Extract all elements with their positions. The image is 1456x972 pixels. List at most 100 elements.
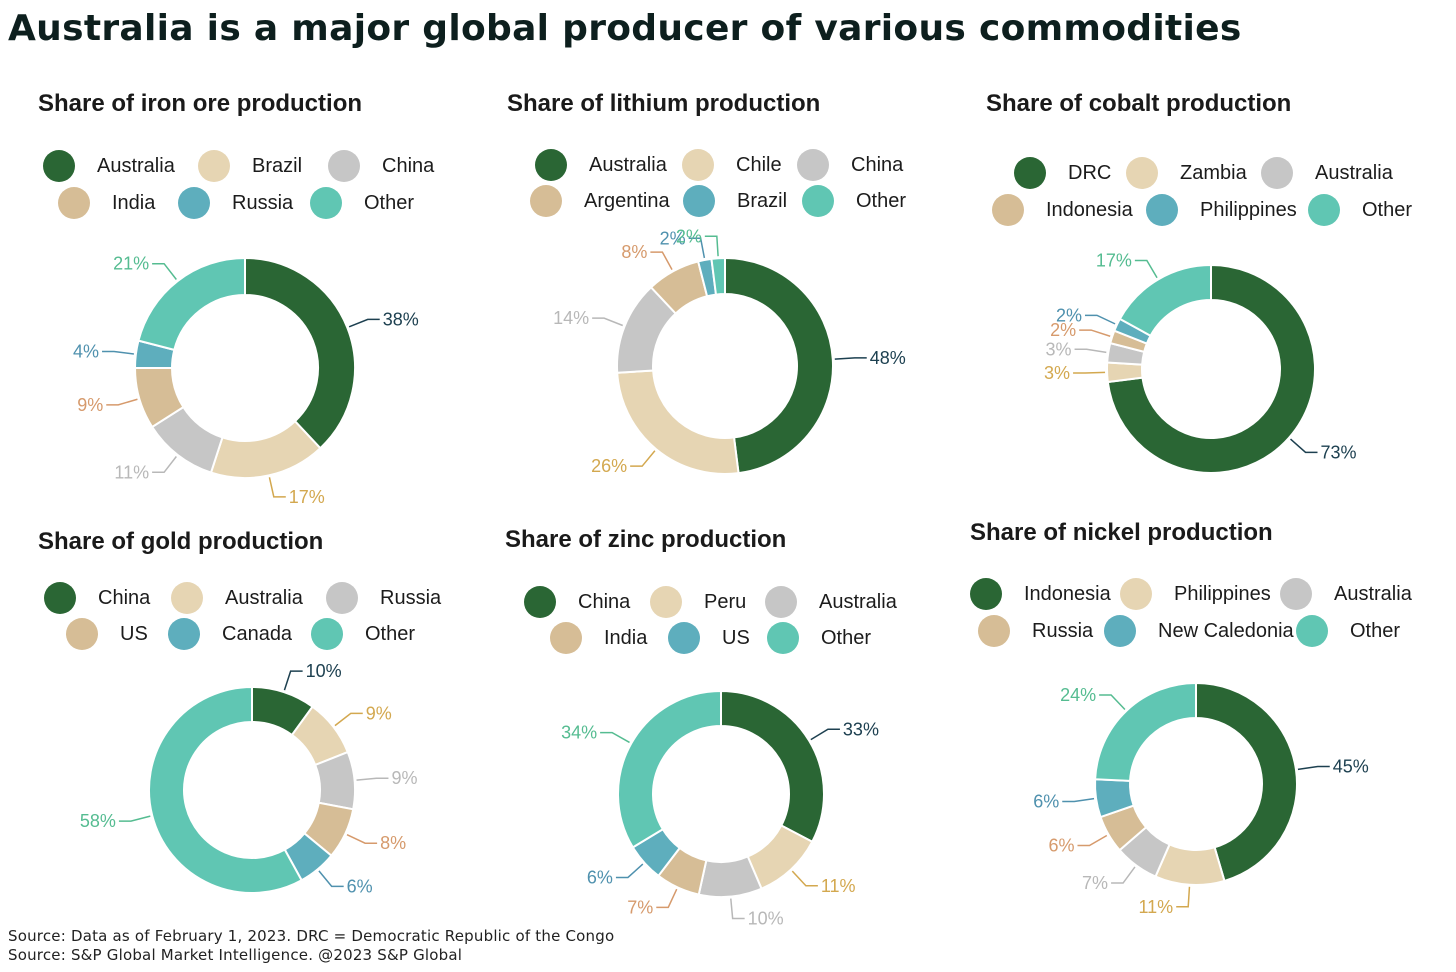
legend-label: China: [382, 154, 435, 177]
legend-label: Australia: [1315, 161, 1393, 184]
legend-label: Other: [821, 626, 872, 649]
leader-line: [834, 357, 867, 360]
data-label-india: 9%: [77, 395, 103, 415]
legend-swatch: [328, 150, 360, 182]
data-label-zambia: 3%: [1044, 363, 1070, 383]
legend-label: Other: [364, 191, 415, 214]
legend-label: Other: [1362, 198, 1413, 221]
leader-line: [1084, 314, 1116, 325]
legend-item-other: Other: [1308, 192, 1412, 228]
leader-line: [1134, 259, 1158, 279]
donut-chart: 38% 17% 11% 9% 4% 21%: [73, 254, 419, 507]
legend-label: China: [98, 586, 151, 609]
legend-label: China: [851, 153, 904, 176]
donut-chart: 48% 26% 14% 8% 2%2%: [553, 226, 906, 476]
leader-line: [1077, 834, 1108, 847]
legend-item-australia: Australia: [43, 148, 175, 184]
data-label-indonesia: 2%: [1050, 320, 1076, 340]
legend-item-chile: Chile: [682, 147, 782, 183]
leader-line: [356, 777, 389, 781]
legend-label: US: [120, 622, 148, 645]
legend-item-us: US: [66, 616, 148, 652]
legend-label: Philippines: [1200, 198, 1297, 221]
legend-item-other: Other: [1296, 613, 1400, 649]
data-label-other: 17%: [1096, 251, 1132, 271]
leader-line: [1111, 866, 1136, 884]
data-label-russia: 9%: [391, 768, 417, 788]
chart-panel-share-of-nickel-production: Share of nickel production Indonesia Phili…: [970, 519, 1440, 939]
donut-chart: 73%3%3%2%2%17%: [1044, 251, 1357, 474]
source-note-1: Source: Data as of February 1, 2023. DRC…: [8, 927, 615, 945]
donut-slice-other: [710, 256, 726, 296]
legend-item-australia: Australia: [1280, 576, 1412, 612]
donut-slice-china: [720, 689, 825, 844]
legend-item-new-caledonia: New Caledonia: [1104, 613, 1294, 649]
chart-title: Share of cobalt production: [986, 90, 1292, 117]
legend-swatch: [1120, 578, 1152, 610]
legend-swatch: [58, 187, 90, 219]
donut-slice-indonesia: [1195, 681, 1298, 883]
leader-line: [1062, 797, 1095, 803]
legend-item-philippines: Philippines: [1146, 192, 1297, 228]
legend-label: Australia: [225, 586, 303, 609]
data-label-us: 8%: [380, 833, 406, 853]
legend-swatch: [970, 578, 1002, 610]
legend-swatch: [550, 622, 582, 654]
legend-item-drc: DRC: [1014, 155, 1111, 191]
data-label-other: 58%: [80, 811, 116, 831]
data-label-other: 24%: [1060, 685, 1096, 705]
source-note-2: Source: S&P Global Market Intelligence. …: [8, 946, 463, 964]
data-label-indonesia: 45%: [1333, 756, 1369, 776]
legend-item-russia: Russia: [978, 613, 1093, 649]
leader-line: [334, 712, 363, 727]
legend-label: Zambia: [1180, 161, 1247, 184]
legend-label: Indonesia: [1046, 198, 1133, 221]
legend-swatch: [326, 582, 358, 614]
legend-label: Indonesia: [1024, 582, 1111, 605]
data-label-russia: 4%: [73, 341, 99, 361]
legend-swatch: [1280, 578, 1312, 610]
legend-swatch: [765, 586, 797, 618]
legend-swatch: [66, 618, 98, 650]
legend-label: Brazil: [252, 154, 303, 177]
data-label-china: 11%: [114, 462, 149, 482]
legend-swatch: [310, 187, 342, 219]
data-label-brazil: 2%: [660, 228, 686, 248]
chart-panel-share-of-zinc-production: Share of zinc production China Peru Austral…: [505, 526, 975, 946]
data-label-china: 14%: [553, 308, 589, 328]
legend-swatch: [978, 615, 1010, 647]
data-label-australia: 10%: [748, 908, 784, 928]
legend-label: Russia: [1032, 619, 1094, 642]
leader-line: [592, 317, 624, 327]
donut-chart: 33% 11% 10% 7% 6% 34%: [561, 689, 879, 928]
legend-item-russia: Russia: [326, 580, 441, 616]
data-label-india: 7%: [627, 897, 653, 917]
data-label-other: 34%: [561, 723, 597, 743]
legend-swatch: [1126, 157, 1158, 189]
legend-item-other: Other: [802, 183, 906, 219]
legend-swatch: [683, 185, 715, 217]
legend-swatch: [668, 622, 700, 654]
legend-label: Other: [1350, 619, 1401, 642]
data-label-australia: 7%: [1082, 873, 1108, 893]
leader-line: [810, 728, 840, 741]
legend-swatch: [198, 150, 230, 182]
legend-item-canada: Canada: [168, 616, 292, 652]
legend-item-indonesia: Indonesia: [992, 192, 1133, 228]
legend-label: Philippines: [1174, 582, 1271, 605]
legend-item-china: China: [44, 580, 150, 616]
donut-slice-australia: [724, 256, 834, 475]
legend-item-australia: Australia: [535, 147, 667, 183]
chart-title: Share of lithium production: [507, 90, 821, 117]
legend-swatch: [178, 187, 210, 219]
legend-item-china: China: [328, 148, 434, 184]
chart-title: Share of iron ore production: [38, 90, 363, 117]
donut-chart: 10% 9% 9% 8% 6% 58%: [80, 661, 418, 896]
leader-line: [1176, 886, 1191, 908]
legend-swatch: [535, 149, 567, 181]
leader-line: [1290, 438, 1318, 454]
donut-slice-other: [137, 256, 246, 352]
donut-slice-drc: [1106, 263, 1316, 474]
data-label-australia: 38%: [383, 309, 419, 329]
chart-title: Share of nickel production: [970, 519, 1273, 546]
